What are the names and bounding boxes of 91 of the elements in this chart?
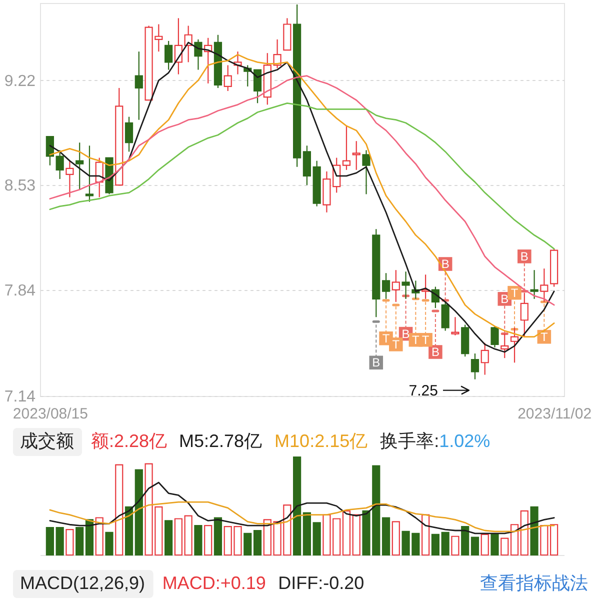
candlestick xyxy=(194,38,202,70)
y-tick-label: 7.84 xyxy=(4,282,36,300)
candlestick xyxy=(530,270,538,300)
chart-title: 成交额 xyxy=(20,431,74,451)
candlestick xyxy=(451,316,460,336)
candlestick xyxy=(441,301,450,332)
text: M10:2.15亿 xyxy=(274,431,368,451)
bar xyxy=(56,527,64,556)
text: 换手率:1.02% xyxy=(380,431,490,451)
bar xyxy=(550,524,558,556)
bar xyxy=(253,530,262,556)
y-tick-label: 9.22 xyxy=(4,72,36,90)
candlestick xyxy=(224,64,232,92)
candlestick xyxy=(56,150,64,180)
bar xyxy=(431,534,440,556)
bar xyxy=(520,510,528,556)
bar xyxy=(293,456,302,556)
bar xyxy=(105,532,114,556)
bar xyxy=(184,515,192,556)
candlestick xyxy=(342,125,351,170)
bar xyxy=(500,538,509,556)
bar xyxy=(490,534,499,556)
bar xyxy=(530,506,538,556)
candlestick xyxy=(66,160,74,198)
data-label: T xyxy=(392,337,400,352)
y-tick-label: 7.14 xyxy=(4,388,36,406)
bar xyxy=(244,532,252,556)
bar xyxy=(214,517,222,556)
candlestick xyxy=(470,352,480,380)
candlestick xyxy=(352,140,360,170)
data-label: T xyxy=(510,286,519,300)
x-tick-label: 2023/11/02 xyxy=(518,406,592,422)
text: 查看指标战法 xyxy=(480,573,588,593)
bar xyxy=(441,532,450,556)
annotation: 7.25 xyxy=(408,382,438,400)
bar xyxy=(124,506,134,556)
bar xyxy=(134,469,143,556)
text: MACD:+0.19 xyxy=(162,573,266,593)
bar xyxy=(540,525,548,556)
series-label: 额:2.28亿 xyxy=(91,431,168,451)
data-label: B xyxy=(520,249,528,264)
bar xyxy=(164,520,173,556)
text: DIFF:-0.20 xyxy=(278,573,364,593)
bar xyxy=(480,534,489,556)
data-label: T xyxy=(382,331,390,346)
candlestick xyxy=(76,142,84,190)
candlestick xyxy=(520,292,528,338)
candlestick xyxy=(392,270,400,302)
candlestick xyxy=(164,40,173,70)
candlestick xyxy=(382,272,390,300)
bar xyxy=(422,514,430,556)
data-label: B xyxy=(441,256,450,271)
bar xyxy=(194,525,202,556)
bar xyxy=(470,536,480,556)
y-tick-label: 8.53 xyxy=(4,178,36,195)
data-label: T xyxy=(422,332,430,347)
data-label: T xyxy=(412,332,420,347)
bar xyxy=(115,464,124,556)
bar xyxy=(352,514,360,556)
data-label: B xyxy=(431,344,440,359)
bar xyxy=(174,518,182,556)
bar xyxy=(510,524,519,556)
bar xyxy=(46,527,54,556)
data-label: B xyxy=(500,292,509,306)
candlestick xyxy=(134,51,143,120)
bar xyxy=(85,519,94,556)
bar xyxy=(76,527,84,556)
bar xyxy=(451,536,460,556)
candlestick xyxy=(490,326,499,348)
bar xyxy=(312,522,321,556)
data-label: B xyxy=(372,356,380,370)
bar xyxy=(461,526,470,556)
data-label: B xyxy=(402,326,410,341)
bar xyxy=(204,525,212,556)
text: MACD(12,26,9) xyxy=(20,573,146,593)
bar xyxy=(342,510,351,556)
candlestick xyxy=(253,69,262,104)
candlestick xyxy=(85,145,94,202)
line-series xyxy=(49,75,555,306)
candlestick xyxy=(480,342,489,376)
bar xyxy=(66,528,74,556)
text: M5:2.78亿 xyxy=(179,431,262,451)
bar xyxy=(302,512,311,556)
candlestick xyxy=(124,116,134,152)
candlestick xyxy=(46,136,54,166)
bar xyxy=(392,521,400,556)
data-label: T xyxy=(540,330,548,344)
candlestick xyxy=(362,150,370,195)
x-tick-label: 2023/08/15 xyxy=(12,406,88,422)
bar xyxy=(95,517,104,556)
bar xyxy=(382,517,390,556)
